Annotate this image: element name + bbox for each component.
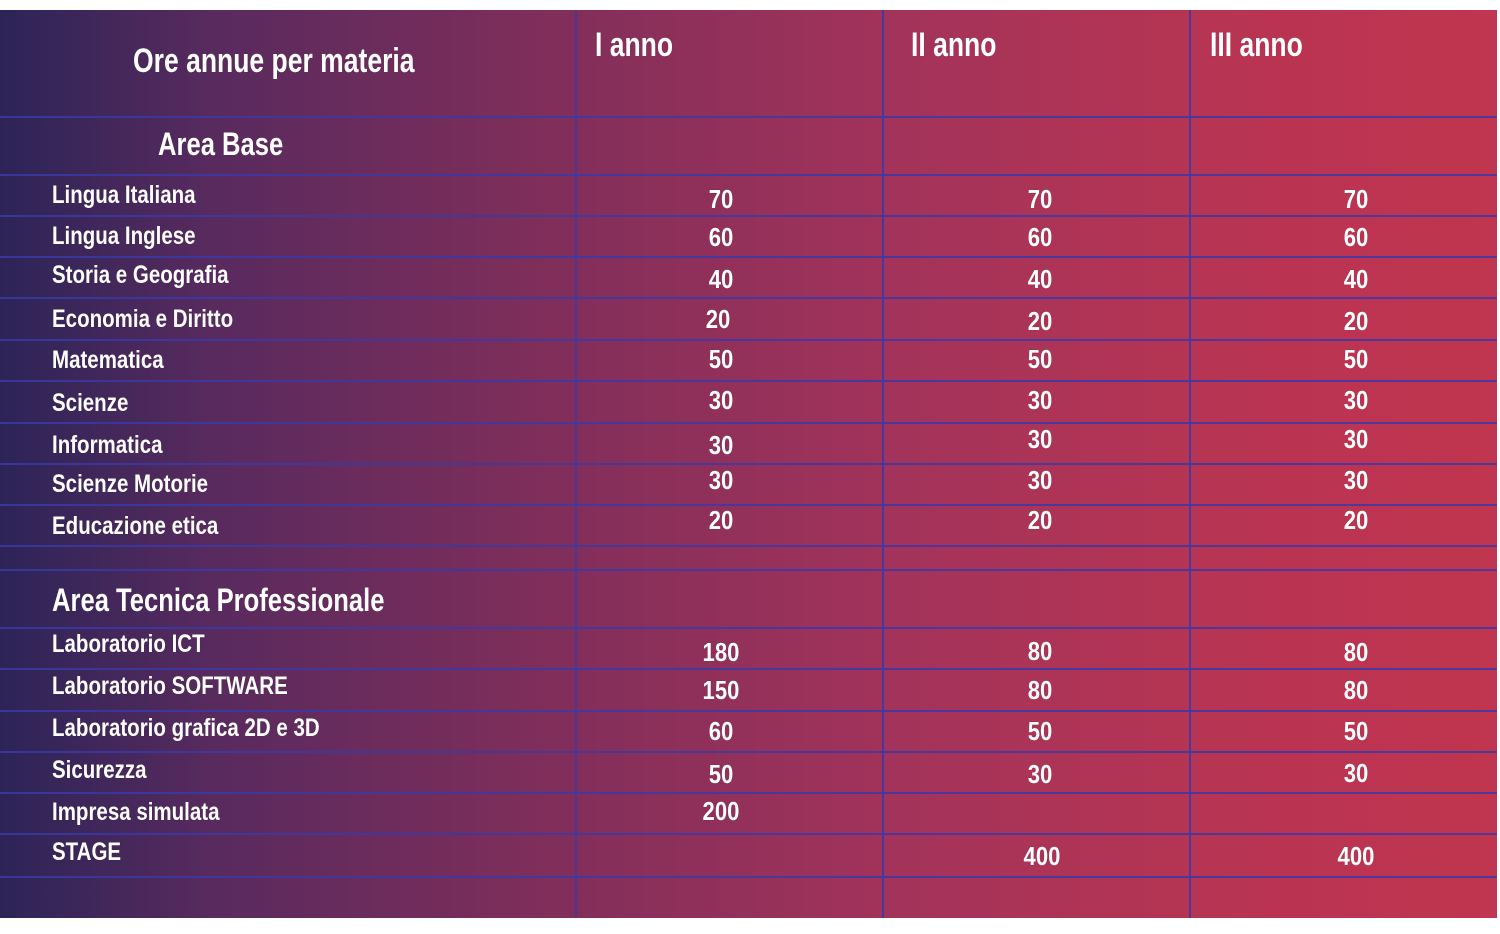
hours-cell: 30 — [1343, 758, 1369, 788]
hours-cell: 30 — [1343, 424, 1369, 454]
hours-cell: 30 — [1027, 424, 1053, 454]
hours-cell: 60 — [708, 716, 734, 746]
hours-cell: 30 — [1343, 385, 1369, 415]
subject-label: Sicurezza — [52, 756, 147, 784]
grid-line — [575, 10, 577, 918]
hours-cell: 40 — [708, 264, 734, 294]
grid-line — [0, 297, 1497, 299]
hours-cell: 50 — [1027, 344, 1053, 374]
hours-cell: 30 — [708, 465, 734, 495]
hours-cell: 40 — [1027, 264, 1053, 294]
grid-line — [0, 380, 1497, 382]
hours-cell: 80 — [1343, 675, 1369, 705]
hours-cell: 80 — [1027, 636, 1053, 666]
grid-line — [0, 422, 1497, 424]
hours-cell: 70 — [708, 184, 734, 214]
hours-cell: 30 — [708, 385, 734, 415]
grid-line — [0, 668, 1497, 670]
hours-cell: 50 — [708, 759, 734, 789]
subject-label: Scienze Motorie — [52, 470, 209, 498]
hours-cell: 400 — [1337, 841, 1375, 871]
hours-cell: 20 — [708, 505, 734, 535]
grid-line — [0, 545, 1497, 547]
section-title-area-base: Area Base — [158, 126, 284, 162]
grid-line — [882, 10, 884, 918]
hours-cell: 60 — [1027, 222, 1053, 252]
subject-label: Laboratorio ICT — [52, 630, 205, 658]
subject-label: Informatica — [52, 431, 163, 459]
hours-cell: 20 — [1027, 505, 1053, 535]
hours-cell: 150 — [702, 675, 740, 705]
hours-cell: 20 — [705, 304, 731, 334]
grid-line — [0, 751, 1497, 753]
hours-cell: 400 — [1023, 841, 1061, 871]
subject-label: Laboratorio grafica 2D e 3D — [52, 714, 320, 742]
grid-line — [0, 463, 1497, 465]
grid-line — [0, 116, 1497, 118]
hours-cell: 30 — [1027, 465, 1053, 495]
grid-line — [0, 339, 1497, 341]
subject-label: Scienze — [52, 389, 129, 417]
hours-cell: 50 — [1343, 716, 1369, 746]
hours-cell: 70 — [1027, 184, 1053, 214]
subject-label: Lingua Italiana — [52, 181, 196, 209]
hours-cell: 60 — [708, 222, 734, 252]
hours-cell: 50 — [1027, 716, 1053, 746]
hours-cell: 30 — [1343, 465, 1369, 495]
grid-line — [0, 215, 1497, 217]
hours-cell: 70 — [1343, 184, 1369, 214]
hours-cell: 180 — [702, 637, 740, 667]
hours-cell: 20 — [1343, 505, 1369, 535]
header-year-1: I anno — [595, 26, 674, 64]
grid-line — [0, 174, 1497, 176]
header-subject-col: Ore annue per materia — [133, 42, 415, 80]
subject-label: Storia e Geografia — [52, 261, 229, 289]
hours-cell: 50 — [1343, 344, 1369, 374]
subject-label: Educazione etica — [52, 512, 219, 540]
hours-table: Ore annue per materia I anno II anno III… — [0, 10, 1497, 918]
subject-label: Laboratorio SOFTWARE — [52, 672, 288, 700]
grid-line — [1189, 10, 1191, 918]
subject-label: Matematica — [52, 346, 164, 374]
hours-cell: 80 — [1343, 637, 1369, 667]
grid-line — [0, 627, 1497, 629]
subject-label: Economia e Diritto — [52, 305, 234, 333]
hours-cell: 80 — [1027, 675, 1053, 705]
grid-line — [0, 833, 1497, 835]
header-year-3: III anno — [1210, 26, 1303, 64]
hours-cell: 60 — [1343, 222, 1369, 252]
hours-cell: 40 — [1343, 264, 1369, 294]
hours-cell: 30 — [1027, 385, 1053, 415]
subject-label: STAGE — [52, 838, 122, 866]
hours-cell: 200 — [702, 796, 740, 826]
section-title-area-tecnica: Area Tecnica Professionale — [52, 582, 385, 618]
header-year-2: II anno — [911, 26, 997, 64]
grid-line — [0, 256, 1497, 258]
subject-label: Impresa simulata — [52, 798, 220, 826]
grid-line — [0, 504, 1497, 506]
grid-line — [0, 569, 1497, 571]
hours-cell: 30 — [1027, 759, 1053, 789]
subject-label: Lingua Inglese — [52, 222, 196, 250]
hours-cell: 20 — [1343, 306, 1369, 336]
grid-line — [0, 792, 1497, 794]
grid-line — [0, 710, 1497, 712]
hours-cell: 50 — [708, 344, 734, 374]
hours-cell: 30 — [708, 430, 734, 460]
hours-cell: 20 — [1027, 306, 1053, 336]
grid-line — [0, 876, 1497, 878]
